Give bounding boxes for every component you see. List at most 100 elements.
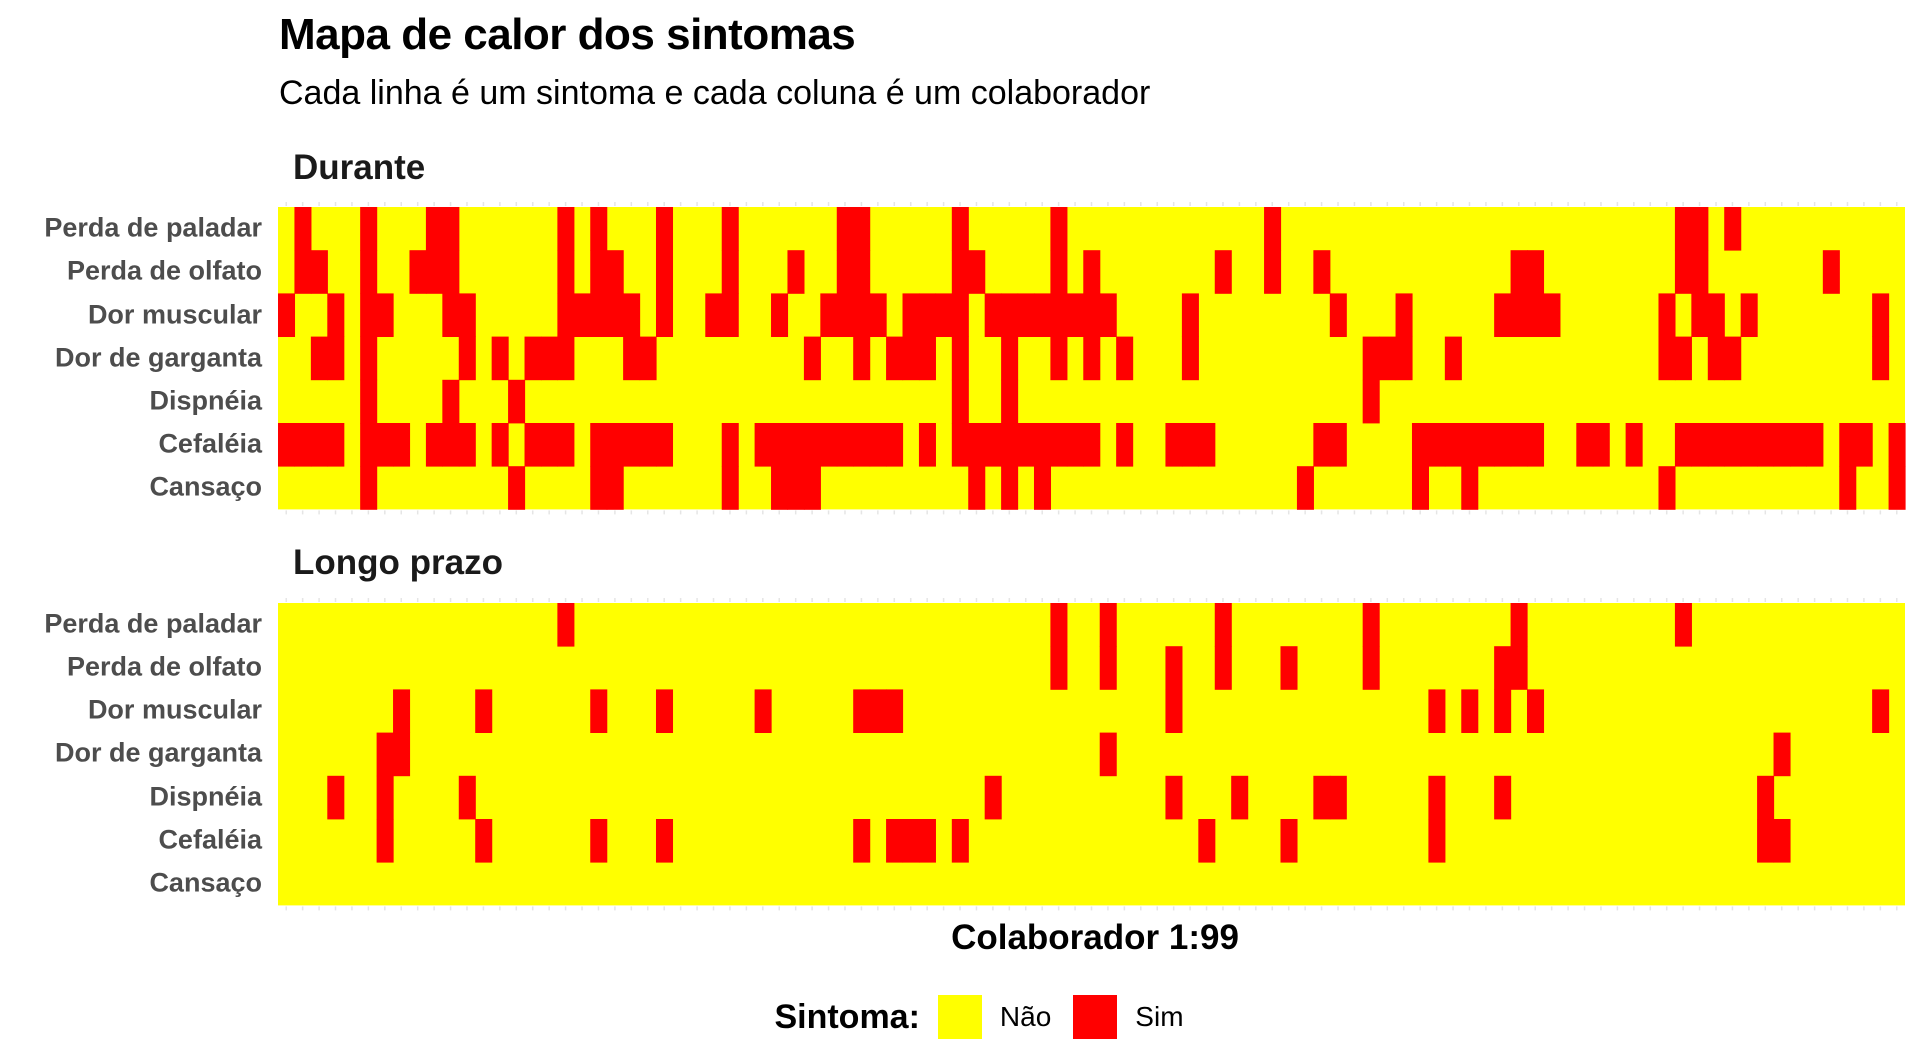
heatmap-cell	[951, 379, 969, 424]
heatmap-cell	[327, 293, 345, 337]
heatmap-cell	[590, 689, 608, 733]
heatmap-cell	[1527, 250, 1545, 294]
heatmap-cell	[655, 689, 674, 733]
heatmap-cell	[590, 293, 608, 337]
heatmap-cell	[1510, 250, 1528, 294]
heatmap-cell	[721, 293, 739, 337]
heatmap-cell	[294, 250, 312, 294]
heatmap-cell	[360, 336, 378, 381]
heatmap-cell	[853, 689, 871, 733]
heatmap-cell	[458, 423, 476, 467]
heatmap-cell	[442, 250, 460, 294]
heatmap-cell	[1099, 732, 1117, 777]
heatmap-cell	[1050, 336, 1068, 381]
y-label: Dor de garganta	[54, 342, 262, 373]
heatmap-cell	[1050, 293, 1068, 337]
heatmap-cell	[491, 423, 509, 467]
heatmap-cell	[1181, 293, 1199, 337]
heatmap-cell	[557, 423, 575, 467]
heatmap-cell	[984, 775, 1002, 820]
heatmap-cell	[1411, 423, 1429, 467]
heatmap-cell	[278, 423, 296, 467]
heatmap-cell	[902, 819, 920, 863]
heatmap-cell	[902, 293, 920, 337]
heatmap-cell	[1379, 336, 1397, 381]
heatmap-cell	[1116, 336, 1134, 381]
heatmap-cell	[540, 336, 558, 381]
heatmap-panel-background	[278, 603, 1905, 906]
heatmap-cell	[1510, 646, 1528, 690]
heatmap-cell	[1411, 466, 1429, 510]
heatmap-cell	[508, 466, 526, 510]
heatmap-cell	[557, 250, 575, 294]
heatmap-cell	[1280, 646, 1298, 690]
heatmap-cell	[1806, 423, 1824, 467]
heatmap-cell	[869, 293, 887, 337]
heatmap-cell	[1724, 336, 1742, 381]
heatmap-cell	[803, 336, 821, 381]
heatmap-cell	[721, 423, 739, 467]
heatmap-cell	[836, 423, 854, 467]
heatmap-cell	[310, 336, 328, 381]
heatmap-cell	[1494, 689, 1512, 733]
y-label: Dor muscular	[87, 694, 262, 725]
chart-title: Mapa de calor dos sintomas	[279, 10, 856, 59]
heatmap-cell	[1691, 250, 1709, 294]
heatmap-cell	[1066, 423, 1084, 467]
heatmap-cell	[1099, 603, 1117, 647]
heatmap-cell	[1724, 207, 1742, 251]
heatmap-cell	[425, 207, 443, 251]
heatmap-cell	[590, 250, 608, 294]
y-label: Cansaço	[149, 471, 262, 502]
heatmap-cell	[1165, 646, 1183, 690]
heatmap-cell	[951, 207, 969, 251]
heatmap-cell	[1083, 423, 1101, 467]
heatmap-cell	[360, 207, 378, 251]
heatmap-cell	[869, 423, 887, 467]
legend-key-nao	[937, 995, 982, 1039]
heatmap-cell	[1198, 423, 1216, 467]
heatmap-cell	[376, 732, 394, 777]
heatmap-cell	[1691, 207, 1709, 251]
heatmap-cell	[1214, 603, 1232, 647]
heatmap-cell	[557, 603, 575, 647]
heatmap-cell	[1428, 775, 1446, 820]
heatmap-cell	[820, 293, 838, 337]
heatmap-cell	[310, 250, 328, 294]
heatmap-cell	[1494, 423, 1512, 467]
heatmap-cell	[1017, 423, 1035, 467]
heatmap-cell	[360, 293, 378, 337]
heatmap-cell	[1444, 336, 1462, 381]
heatmap-cell	[1789, 423, 1807, 467]
heatmap-cell	[1165, 689, 1183, 733]
heatmap-cell	[1707, 336, 1725, 381]
y-label: Perda de paladar	[44, 608, 262, 639]
legend: Sintoma: Não Sim	[30, 995, 1920, 1039]
heatmap-cell	[803, 423, 821, 467]
heatmap-cell	[968, 250, 986, 294]
heatmap-cell	[1510, 603, 1528, 647]
heatmap-cell	[1543, 293, 1561, 337]
heatmap-cell	[1576, 423, 1594, 467]
heatmap-cell	[1181, 423, 1199, 467]
heatmap-cell	[1050, 250, 1068, 294]
heatmap-cell	[508, 379, 526, 424]
heatmap-cell	[1477, 423, 1495, 467]
heatmap-cell	[771, 293, 789, 337]
heatmap-cell	[754, 689, 772, 733]
heatmap-cell	[1658, 466, 1676, 510]
heatmap-cell	[886, 423, 904, 467]
heatmap-cell	[1872, 689, 1890, 733]
y-label: Perda de paladar	[44, 212, 262, 243]
heatmap-cell	[951, 250, 969, 294]
heatmap-cell	[590, 466, 608, 510]
heatmap-cell	[1740, 293, 1758, 337]
heatmap-cell	[886, 819, 904, 863]
heatmap-cell	[590, 207, 608, 251]
heatmap-cell	[803, 466, 821, 510]
heatmap-cell	[623, 293, 641, 337]
heatmap-cell	[1083, 250, 1101, 294]
legend-label-nao: Não	[999, 1001, 1052, 1032]
heatmap-cell	[524, 423, 542, 467]
heatmap-cell	[951, 336, 969, 381]
